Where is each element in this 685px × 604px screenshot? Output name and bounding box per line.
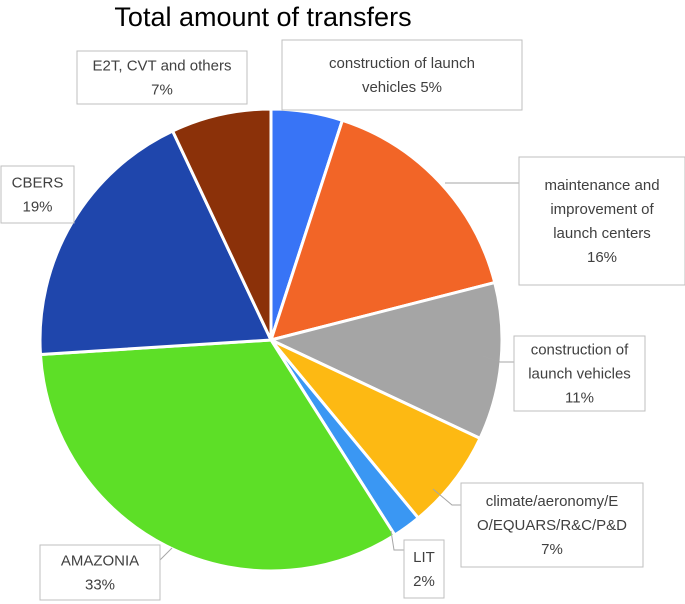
leader-line [482,355,514,363]
callout-text: vehicles 5% [362,79,442,96]
callout-text: 33% [85,577,115,594]
callout-text: construction of [531,342,629,359]
pie-slice [170,107,273,341]
callout-text: construction of launch [329,55,475,72]
callout-text: maintenance and [544,177,659,194]
leader-line [432,488,461,506]
callout-text: 16% [587,249,617,266]
callout: E2T, CVT and others 7% [76,50,248,105]
pie-slice [268,118,497,343]
pie-slice [38,338,397,573]
callout-box [39,544,161,601]
callout-text: AMAZONIA [61,553,139,570]
callout-box [460,482,644,568]
callout-text: LIT [413,549,435,566]
callout-box [513,335,646,412]
callout-text: CBERS [12,175,64,192]
callout-text: launch centers [553,225,651,242]
callout-text: O/EQUARS/R&C/P&D [477,517,627,534]
callout: maintenance and improvement of launch cent… [445,156,685,286]
callout-box [281,39,523,111]
callout-labels: construction of launch vehicles 5% mainten… [0,39,685,601]
callout-box [518,156,685,286]
callout-box [76,50,248,105]
callout: CBERS 19% [0,165,75,224]
callout-text: E2T, CVT and others [93,58,232,75]
leader-line [159,547,173,561]
callout-box [0,165,75,224]
callout: AMAZONIA 33% [39,544,173,601]
callout-text: 7% [541,541,563,558]
callout-text: improvement of [550,201,654,218]
callout-text: climate/aeronomy/E [486,493,619,510]
pie-slice [269,338,483,521]
callout-text: 19% [22,199,52,216]
leader-line [390,530,404,551]
callout: climate/aeronomy/E O/EQUARS/R&C/P&D 7% [432,482,644,568]
callout-text: launch vehicles [528,366,631,383]
pie-slices [38,107,504,573]
callout-text: 7% [151,82,173,99]
chart-title: Total amount of transfers [114,2,411,32]
callout: construction of launch vehicles 5% [281,39,523,111]
callout: LIT 2% [390,530,445,599]
callout-text: 11% [565,390,594,407]
callout-box [403,539,445,599]
callout: construction of launch vehicles 11% [482,335,646,412]
callout-text: 2% [413,573,435,590]
